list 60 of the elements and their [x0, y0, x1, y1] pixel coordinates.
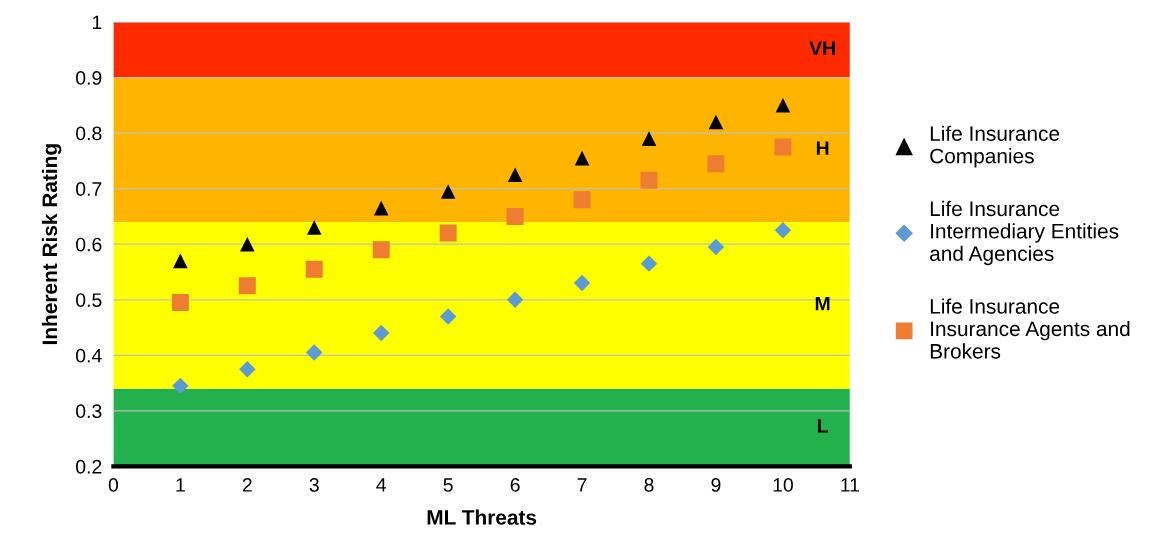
x-tick-label: 6: [510, 478, 520, 492]
y-axis-title: Inherent Risk Rating: [41, 144, 62, 345]
x-tick-label: 7: [577, 478, 587, 492]
point: [774, 138, 792, 156]
point: [439, 308, 457, 325]
y-tick-label: 1: [92, 15, 102, 30]
x-tick-label: 3: [309, 478, 319, 492]
y-tick-label: 0.6: [76, 237, 102, 252]
point: [239, 360, 256, 378]
point: [641, 131, 657, 146]
x-tick-label: 10: [773, 478, 793, 492]
y-tick-label: 0.5: [76, 293, 102, 307]
x-tick-label: 11: [841, 478, 860, 492]
y-tick-label: 0.9: [76, 71, 102, 85]
point: [372, 241, 390, 259]
point: [707, 155, 725, 173]
point: [173, 253, 188, 269]
point: [507, 167, 523, 183]
point: [640, 255, 658, 272]
point: [306, 344, 323, 361]
x-tick-label: 1: [176, 478, 185, 492]
y-tick-label: 0.7: [76, 182, 102, 196]
x-tick-label: 8: [644, 478, 654, 492]
y-tick-label: 0.2: [76, 459, 102, 474]
point: [708, 114, 724, 130]
point: [306, 220, 322, 235]
legend-label: Life Insurance Companies: [930, 125, 1060, 168]
legend-label: Life Insurance Insurance Agents and Brokers: [930, 298, 1130, 359]
point: [573, 274, 591, 292]
point: [305, 260, 323, 278]
point: [439, 224, 457, 242]
y-tick-label: 0.4: [76, 348, 102, 363]
x-axis-title: ML Threats: [427, 509, 537, 525]
point: [373, 200, 389, 216]
point: [707, 238, 725, 256]
point: [774, 222, 792, 239]
point: [372, 324, 390, 342]
legend-label: Life Insurance Intermediary Entities and Agencies: [930, 200, 1119, 266]
x-tick-label: 4: [376, 478, 387, 492]
x-tick-label: 0: [108, 478, 119, 492]
point: [573, 191, 591, 209]
band-label: L: [817, 419, 828, 433]
point: [171, 294, 189, 312]
band-label: H: [816, 141, 829, 155]
x-tick-label: 5: [443, 478, 453, 492]
x-tick-label: 9: [711, 478, 721, 492]
point: [172, 377, 189, 395]
point: [238, 277, 256, 295]
band-label: M: [815, 296, 830, 311]
point: [640, 171, 658, 189]
point: [240, 236, 255, 252]
point: [506, 207, 524, 225]
band-label: VH: [809, 41, 835, 55]
point: [440, 184, 456, 199]
y-tick-label: 0.3: [76, 404, 102, 419]
point: [775, 98, 791, 113]
point: [574, 150, 590, 166]
point: [506, 291, 524, 308]
x-tick-label: 2: [242, 478, 252, 492]
y-tick-label: 0.8: [76, 126, 102, 141]
